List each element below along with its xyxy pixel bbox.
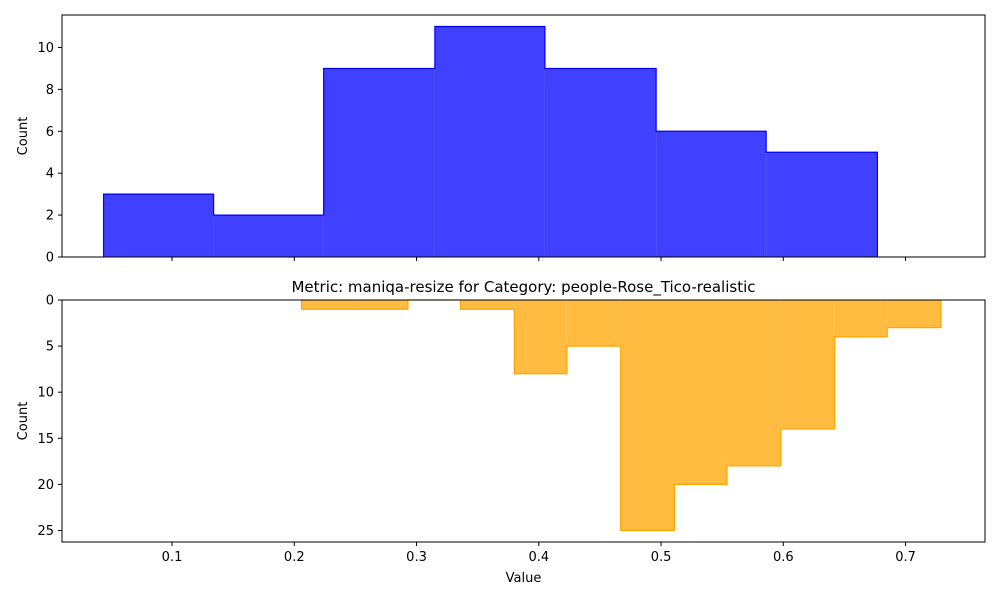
y-tick-label: 8 [46, 83, 54, 98]
x-tick-label: 0.1 [162, 550, 183, 565]
histogram-bin-7 [674, 300, 728, 485]
y-tick-label: 10 [37, 41, 54, 56]
histogram-outline [102, 25, 879, 257]
histogram-bin-0 [103, 194, 214, 257]
histogram-bin-2 [323, 68, 435, 257]
x-tick-label: 0.7 [895, 550, 916, 565]
histogram-bin-3 [434, 26, 545, 258]
bottom-x-axis-label: Value [506, 571, 542, 586]
x-tick-label: 0.4 [528, 550, 549, 565]
y-tick-label: 25 [37, 524, 54, 539]
histogram-bin-6 [620, 300, 675, 531]
x-tick-label: 0.3 [406, 550, 427, 565]
bottom-histogram-panel: 0 5 10 15 20 25 0.1 0.2 0.3 0.4 0.5 0.6 0.7 Metric: … [16, 278, 986, 586]
top-y-axis-label: Count [16, 117, 31, 156]
y-tick-label: 2 [46, 209, 54, 224]
histogram-bin-4 [514, 300, 567, 374]
top-axis-ticks: 0 2 4 6 8 10 [37, 41, 907, 266]
y-tick-label: 20 [37, 478, 54, 493]
histogram-bin-0 [301, 300, 355, 310]
histogram-bin-6 [766, 152, 878, 257]
top-histogram-fill [102, 25, 879, 258]
histogram-bin-10 [834, 300, 888, 337]
histogram-bin-8 [727, 300, 781, 466]
x-tick-label: 0.5 [651, 550, 672, 565]
bottom-axis-ticks: 0 5 10 15 20 25 0.1 0.2 0.3 0.4 0.5 0.6 0.7 [37, 294, 915, 566]
y-tick-label: 4 [46, 167, 54, 182]
y-tick-label: 5 [46, 340, 54, 355]
y-tick-label: 15 [37, 432, 54, 447]
y-tick-label: 10 [37, 386, 54, 401]
x-tick-label: 0.2 [284, 550, 305, 565]
bottom-y-axis-label: Count [16, 402, 31, 441]
histogram-bin-5 [656, 131, 767, 257]
bottom-axes-frame [61, 299, 986, 543]
histogram-bin-11 [887, 300, 941, 328]
bottom-chart-title: Metric: maniqa-resize for Category: peop… [291, 278, 755, 297]
y-tick-label: 6 [46, 125, 54, 140]
y-tick-label: 0 [46, 294, 54, 309]
histogram-bin-1 [354, 300, 408, 310]
x-tick-label: 0.6 [773, 550, 794, 565]
histogram-bin-4 [544, 68, 657, 257]
top-histogram-panel: 0 2 4 6 8 10 Count [16, 14, 986, 266]
histogram-bin-1 [213, 215, 324, 257]
histogram-bin-5 [566, 300, 621, 347]
top-axes-frame [61, 14, 986, 258]
y-tick-label: 0 [46, 251, 54, 266]
histogram-bin-3 [460, 300, 515, 310]
histogram-bin-9 [780, 300, 835, 430]
bottom-histogram-fill [301, 299, 942, 532]
